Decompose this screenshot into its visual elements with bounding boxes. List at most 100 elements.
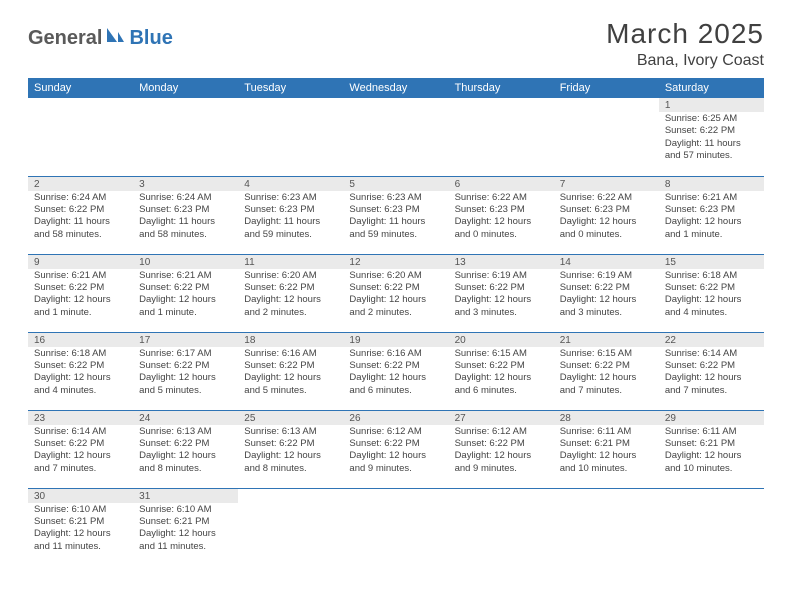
daylight-text: Daylight: 11 hours and 59 minutes.	[349, 216, 442, 241]
weekday-header: Monday	[133, 78, 238, 98]
sunrise-text: Sunrise: 6:21 AM	[34, 270, 127, 282]
sunset-text: Sunset: 6:22 PM	[560, 282, 653, 294]
sunrise-text: Sunrise: 6:13 AM	[139, 426, 232, 438]
day-number: 19	[343, 333, 448, 347]
sunset-text: Sunset: 6:22 PM	[349, 438, 442, 450]
day-number: 31	[133, 489, 238, 503]
sunset-text: Sunset: 6:22 PM	[34, 282, 127, 294]
calendar-cell: 3Sunrise: 6:24 AMSunset: 6:23 PMDaylight…	[133, 176, 238, 254]
calendar-cell: 15Sunrise: 6:18 AMSunset: 6:22 PMDayligh…	[659, 254, 764, 332]
month-title: March 2025	[606, 18, 764, 50]
sunrise-text: Sunrise: 6:21 AM	[139, 270, 232, 282]
sunset-text: Sunset: 6:22 PM	[139, 282, 232, 294]
day-number: 6	[449, 177, 554, 191]
day-details: Sunrise: 6:23 AMSunset: 6:23 PMDaylight:…	[343, 191, 448, 243]
sunset-text: Sunset: 6:23 PM	[665, 204, 758, 216]
sunrise-text: Sunrise: 6:16 AM	[349, 348, 442, 360]
day-details: Sunrise: 6:12 AMSunset: 6:22 PMDaylight:…	[449, 425, 554, 477]
sunset-text: Sunset: 6:22 PM	[349, 282, 442, 294]
sunset-text: Sunset: 6:22 PM	[244, 360, 337, 372]
daylight-text: Daylight: 12 hours and 10 minutes.	[560, 450, 653, 475]
calendar-cell	[343, 98, 448, 176]
calendar-cell	[554, 98, 659, 176]
sunrise-text: Sunrise: 6:22 AM	[455, 192, 548, 204]
calendar-cell: 28Sunrise: 6:11 AMSunset: 6:21 PMDayligh…	[554, 410, 659, 488]
sunset-text: Sunset: 6:23 PM	[455, 204, 548, 216]
day-number: 24	[133, 411, 238, 425]
page-header: General Blue March 2025 Bana, Ivory Coas…	[28, 18, 764, 70]
day-details: Sunrise: 6:21 AMSunset: 6:22 PMDaylight:…	[133, 269, 238, 321]
daylight-text: Daylight: 12 hours and 8 minutes.	[139, 450, 232, 475]
daylight-text: Daylight: 12 hours and 5 minutes.	[244, 372, 337, 397]
daylight-text: Daylight: 12 hours and 3 minutes.	[455, 294, 548, 319]
day-number: 21	[554, 333, 659, 347]
day-number: 22	[659, 333, 764, 347]
logo-text-general: General	[28, 27, 102, 50]
sunrise-text: Sunrise: 6:12 AM	[349, 426, 442, 438]
day-details: Sunrise: 6:18 AMSunset: 6:22 PMDaylight:…	[28, 347, 133, 399]
calendar-page: General Blue March 2025 Bana, Ivory Coas…	[0, 0, 792, 566]
logo: General Blue	[28, 18, 173, 50]
day-details: Sunrise: 6:21 AMSunset: 6:22 PMDaylight:…	[28, 269, 133, 321]
day-number: 27	[449, 411, 554, 425]
day-details: Sunrise: 6:12 AMSunset: 6:22 PMDaylight:…	[343, 425, 448, 477]
day-number: 3	[133, 177, 238, 191]
sunrise-text: Sunrise: 6:10 AM	[34, 504, 127, 516]
daylight-text: Daylight: 12 hours and 11 minutes.	[34, 528, 127, 553]
sunrise-text: Sunrise: 6:18 AM	[665, 270, 758, 282]
day-details: Sunrise: 6:18 AMSunset: 6:22 PMDaylight:…	[659, 269, 764, 321]
calendar-cell	[238, 98, 343, 176]
daylight-text: Daylight: 11 hours and 59 minutes.	[244, 216, 337, 241]
day-number: 18	[238, 333, 343, 347]
calendar-cell: 30Sunrise: 6:10 AMSunset: 6:21 PMDayligh…	[28, 488, 133, 566]
day-details: Sunrise: 6:14 AMSunset: 6:22 PMDaylight:…	[659, 347, 764, 399]
day-number: 9	[28, 255, 133, 269]
day-details: Sunrise: 6:11 AMSunset: 6:21 PMDaylight:…	[554, 425, 659, 477]
sunrise-text: Sunrise: 6:15 AM	[455, 348, 548, 360]
daylight-text: Daylight: 12 hours and 7 minutes.	[34, 450, 127, 475]
sunrise-text: Sunrise: 6:12 AM	[455, 426, 548, 438]
sunset-text: Sunset: 6:21 PM	[665, 438, 758, 450]
sunset-text: Sunset: 6:23 PM	[349, 204, 442, 216]
sunrise-text: Sunrise: 6:14 AM	[665, 348, 758, 360]
calendar-cell: 26Sunrise: 6:12 AMSunset: 6:22 PMDayligh…	[343, 410, 448, 488]
day-details: Sunrise: 6:14 AMSunset: 6:22 PMDaylight:…	[28, 425, 133, 477]
location-label: Bana, Ivory Coast	[606, 52, 764, 70]
sunset-text: Sunset: 6:22 PM	[455, 282, 548, 294]
daylight-text: Daylight: 12 hours and 4 minutes.	[34, 372, 127, 397]
calendar-cell: 24Sunrise: 6:13 AMSunset: 6:22 PMDayligh…	[133, 410, 238, 488]
calendar-cell	[554, 488, 659, 566]
sunrise-text: Sunrise: 6:11 AM	[665, 426, 758, 438]
daylight-text: Daylight: 12 hours and 3 minutes.	[560, 294, 653, 319]
calendar-cell: 9Sunrise: 6:21 AMSunset: 6:22 PMDaylight…	[28, 254, 133, 332]
day-details: Sunrise: 6:10 AMSunset: 6:21 PMDaylight:…	[133, 503, 238, 555]
daylight-text: Daylight: 12 hours and 11 minutes.	[139, 528, 232, 553]
sunrise-text: Sunrise: 6:10 AM	[139, 504, 232, 516]
day-details: Sunrise: 6:16 AMSunset: 6:22 PMDaylight:…	[343, 347, 448, 399]
calendar-cell: 22Sunrise: 6:14 AMSunset: 6:22 PMDayligh…	[659, 332, 764, 410]
day-number: 13	[449, 255, 554, 269]
calendar-week-row: 16Sunrise: 6:18 AMSunset: 6:22 PMDayligh…	[28, 332, 764, 410]
calendar-cell: 27Sunrise: 6:12 AMSunset: 6:22 PMDayligh…	[449, 410, 554, 488]
calendar-cell: 13Sunrise: 6:19 AMSunset: 6:22 PMDayligh…	[449, 254, 554, 332]
day-number: 28	[554, 411, 659, 425]
day-number: 12	[343, 255, 448, 269]
logo-text-blue: Blue	[129, 27, 172, 50]
day-details: Sunrise: 6:15 AMSunset: 6:22 PMDaylight:…	[554, 347, 659, 399]
calendar-cell: 31Sunrise: 6:10 AMSunset: 6:21 PMDayligh…	[133, 488, 238, 566]
day-number: 16	[28, 333, 133, 347]
sunset-text: Sunset: 6:22 PM	[34, 360, 127, 372]
sunrise-text: Sunrise: 6:16 AM	[244, 348, 337, 360]
day-details: Sunrise: 6:15 AMSunset: 6:22 PMDaylight:…	[449, 347, 554, 399]
daylight-text: Daylight: 12 hours and 0 minutes.	[455, 216, 548, 241]
sunset-text: Sunset: 6:22 PM	[665, 125, 758, 137]
daylight-text: Daylight: 12 hours and 0 minutes.	[560, 216, 653, 241]
daylight-text: Daylight: 12 hours and 2 minutes.	[349, 294, 442, 319]
day-number: 30	[28, 489, 133, 503]
calendar-cell: 21Sunrise: 6:15 AMSunset: 6:22 PMDayligh…	[554, 332, 659, 410]
day-details: Sunrise: 6:19 AMSunset: 6:22 PMDaylight:…	[554, 269, 659, 321]
daylight-text: Daylight: 12 hours and 7 minutes.	[560, 372, 653, 397]
sunrise-text: Sunrise: 6:19 AM	[455, 270, 548, 282]
sunrise-text: Sunrise: 6:14 AM	[34, 426, 127, 438]
day-number: 11	[238, 255, 343, 269]
